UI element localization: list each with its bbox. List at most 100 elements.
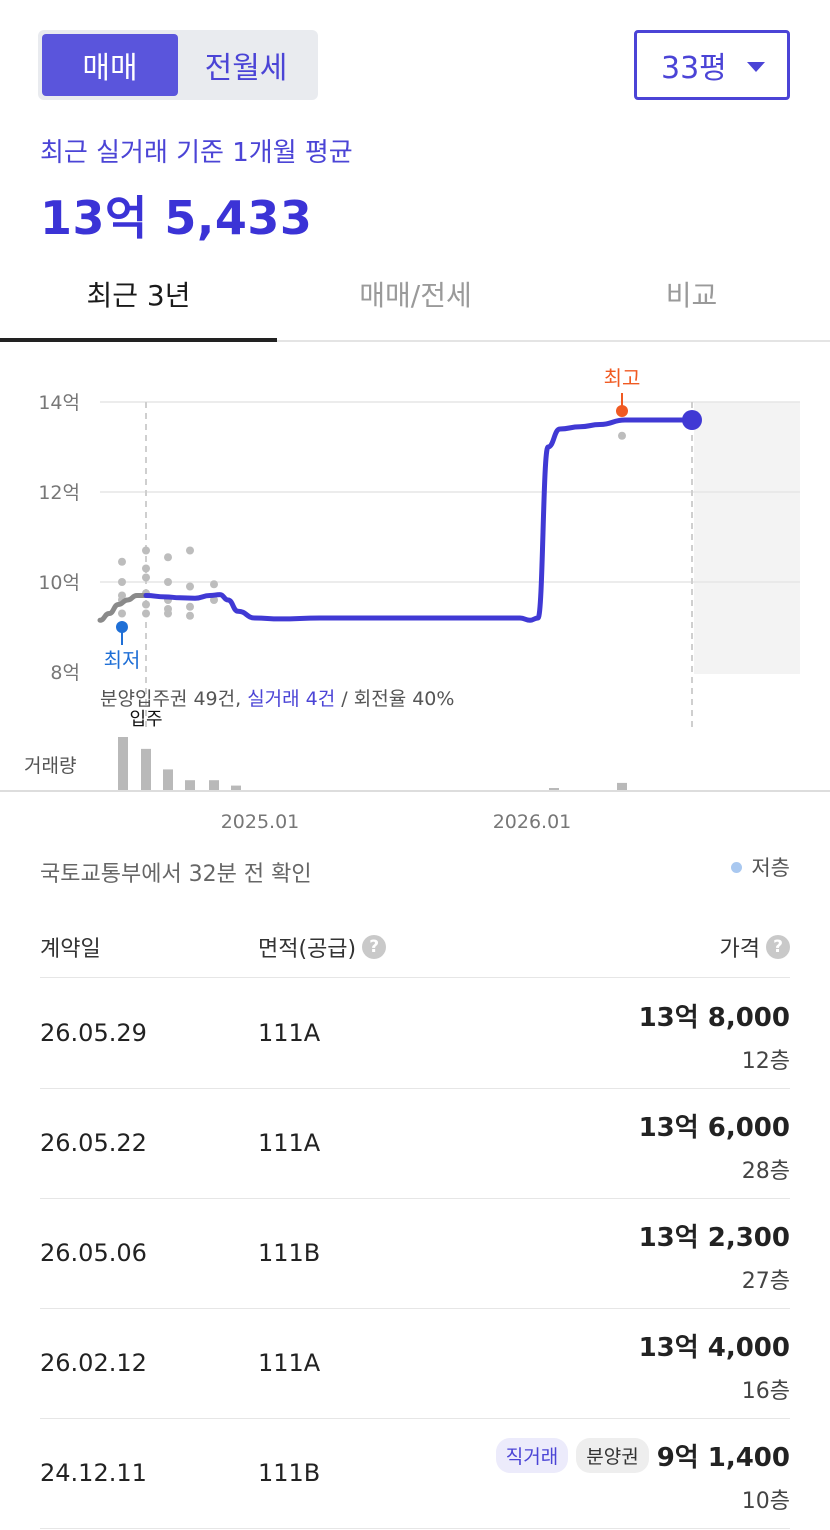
active-tab-indicator <box>0 338 277 342</box>
transactions-table-body: 26.05.29 111A 13억 8,000 12층 26.05.22 111… <box>40 979 790 1529</box>
y-axis-ticks: 14억 12억 10억 8억 <box>38 392 80 684</box>
transaction-dot <box>164 553 172 562</box>
main-price-line <box>143 417 695 623</box>
volume-bar <box>549 788 559 791</box>
current-price-point[interactable] <box>682 410 702 430</box>
table-row[interactable]: 24.12.11 111B 직거래 분양권 9억 1,400 10층 <box>40 1419 790 1529</box>
y-tick-label: 10억 <box>38 572 80 594</box>
trade-stats-note: 분양입주권 49건, 실거래 4건 / 회전율 40% <box>100 688 454 710</box>
data-source-status: 국토교통부에서 32분 전 확인 <box>40 862 312 887</box>
row-floor: 12층 <box>741 1049 790 1074</box>
row-date: 26.05.22 <box>40 1129 147 1157</box>
header-price-label: 가격 <box>719 937 760 962</box>
turnover-rate: / 회전율 40% <box>335 688 454 710</box>
transactions-table-header: 계약일 면적(공급) ? 가격 ? <box>40 930 790 978</box>
price-chart[interactable]: 14억 12억 10억 8억 최고 최저 분양입주권 49건, 실거래 4건 / 회전… <box>0 342 830 842</box>
legend-label: 저층 <box>751 856 790 880</box>
row-date: 26.05.29 <box>40 1019 147 1047</box>
row-date: 24.12.11 <box>40 1459 147 1487</box>
transaction-dot <box>164 578 172 586</box>
row-price-cell: 13억 8,000 <box>639 997 790 1034</box>
transaction-dot <box>618 431 626 440</box>
average-price-subtitle: 최근 실거래 기준 1개월 평균 <box>40 138 353 168</box>
row-price: 13억 4,000 <box>638 1333 790 1363</box>
row-area: 111A <box>258 1349 321 1377</box>
tab-label: 매매/전세 <box>359 279 472 312</box>
transaction-dot <box>186 582 194 591</box>
area-select-dropdown[interactable]: 33평 <box>634 30 790 100</box>
real-trade-count: 실거래 4건 <box>247 688 335 710</box>
row-price: 13억 2,300 <box>638 1223 790 1253</box>
row-floor: 10층 <box>741 1489 790 1514</box>
transaction-dot <box>186 611 194 620</box>
volume-bar <box>231 785 241 791</box>
table-row[interactable]: 26.02.12 111A 13억 4,000 16층 <box>40 1309 790 1419</box>
transaction-dot <box>186 602 194 611</box>
volume-axis-label: 거래량 <box>24 755 76 777</box>
transaction-dot <box>142 609 150 618</box>
help-question-icon[interactable]: ? <box>362 935 387 959</box>
move-in-label: 입주 <box>129 709 162 730</box>
row-area: 111A <box>258 1019 321 1047</box>
low-price-point[interactable] <box>116 621 128 633</box>
volume-bar <box>209 780 219 791</box>
row-floor: 27층 <box>741 1269 790 1294</box>
header-price: 가격 ? <box>720 930 790 964</box>
low-floor-dot-icon <box>731 861 743 873</box>
transaction-dot <box>142 564 150 573</box>
low-label: 최저 <box>104 648 141 672</box>
price-chart-svg: 14억 12억 10억 8억 최고 최저 분양입주권 49건, 실거래 4건 / 회전… <box>0 366 830 833</box>
high-price-point[interactable] <box>616 405 628 417</box>
volume-bar <box>118 737 128 791</box>
table-row[interactable]: 26.05.22 111A 13억 6,000 28층 <box>40 1089 790 1199</box>
buy-toggle-button[interactable]: 매매 <box>42 34 178 96</box>
volume-bars <box>118 737 627 791</box>
row-price: 13억 8,000 <box>638 1003 790 1033</box>
transaction-dot <box>142 600 150 609</box>
row-price: 9억 1,400 <box>656 1443 790 1473</box>
tab-label: 비교 <box>665 279 718 312</box>
tab-label: 최근 3년 <box>86 279 191 312</box>
transaction-dot <box>210 580 218 589</box>
row-area: 111A <box>258 1129 321 1157</box>
tab-compare[interactable]: 비교 <box>553 262 830 342</box>
average-price-value: 13억 5,433 <box>40 191 313 245</box>
help-question-icon[interactable]: ? <box>766 935 790 959</box>
row-price-cell: 13억 6,000 <box>639 1107 790 1144</box>
presale-right-badge: 분양권 <box>576 1438 649 1473</box>
header-area: 면적(공급) ? <box>258 930 387 964</box>
transaction-dots <box>118 431 626 620</box>
row-date: 26.02.12 <box>40 1349 147 1377</box>
row-price-cell: 직거래 분양권 9억 1,400 <box>495 1437 790 1474</box>
table-row[interactable]: 26.05.29 111A 13억 8,000 12층 <box>40 979 790 1089</box>
transaction-dot <box>210 596 218 604</box>
row-price: 13억 6,000 <box>638 1113 790 1143</box>
trade-type-toggle: 매매 전월세 <box>38 30 318 100</box>
caret-down-icon <box>747 62 765 72</box>
volume-bar <box>185 780 195 791</box>
table-row[interactable]: 26.05.06 111B 13억 2,300 27층 <box>40 1199 790 1309</box>
row-area: 111B <box>258 1459 321 1487</box>
row-price-cell: 13억 4,000 <box>639 1327 790 1364</box>
future-shade <box>694 402 800 674</box>
high-label: 최고 <box>604 366 641 390</box>
tab-sale-jeonse[interactable]: 매매/전세 <box>277 262 554 342</box>
tab-recent-3y[interactable]: 최근 3년 <box>0 262 277 342</box>
transaction-dot <box>186 546 194 555</box>
volume-bar <box>617 782 627 791</box>
transaction-dot <box>118 557 126 566</box>
header-date: 계약일 <box>40 937 101 962</box>
row-floor: 28층 <box>741 1159 790 1184</box>
row-floor: 16층 <box>741 1379 790 1404</box>
transaction-dot <box>118 609 126 618</box>
area-select-value: 33평 <box>661 51 727 86</box>
direct-trade-badge: 직거래 <box>495 1438 569 1473</box>
chart-tabs: 최근 3년 매매/전세 비교 <box>0 262 830 342</box>
y-tick-label: 12억 <box>38 482 80 504</box>
transaction-dot <box>142 546 150 555</box>
rent-toggle-button[interactable]: 전월세 <box>204 51 288 86</box>
x-tick-label: 2025.01 <box>221 811 300 833</box>
row-price-cell: 13억 2,300 <box>639 1217 790 1254</box>
presale-count: 분양입주권 49건, <box>100 688 247 710</box>
early-price-line <box>97 593 149 623</box>
